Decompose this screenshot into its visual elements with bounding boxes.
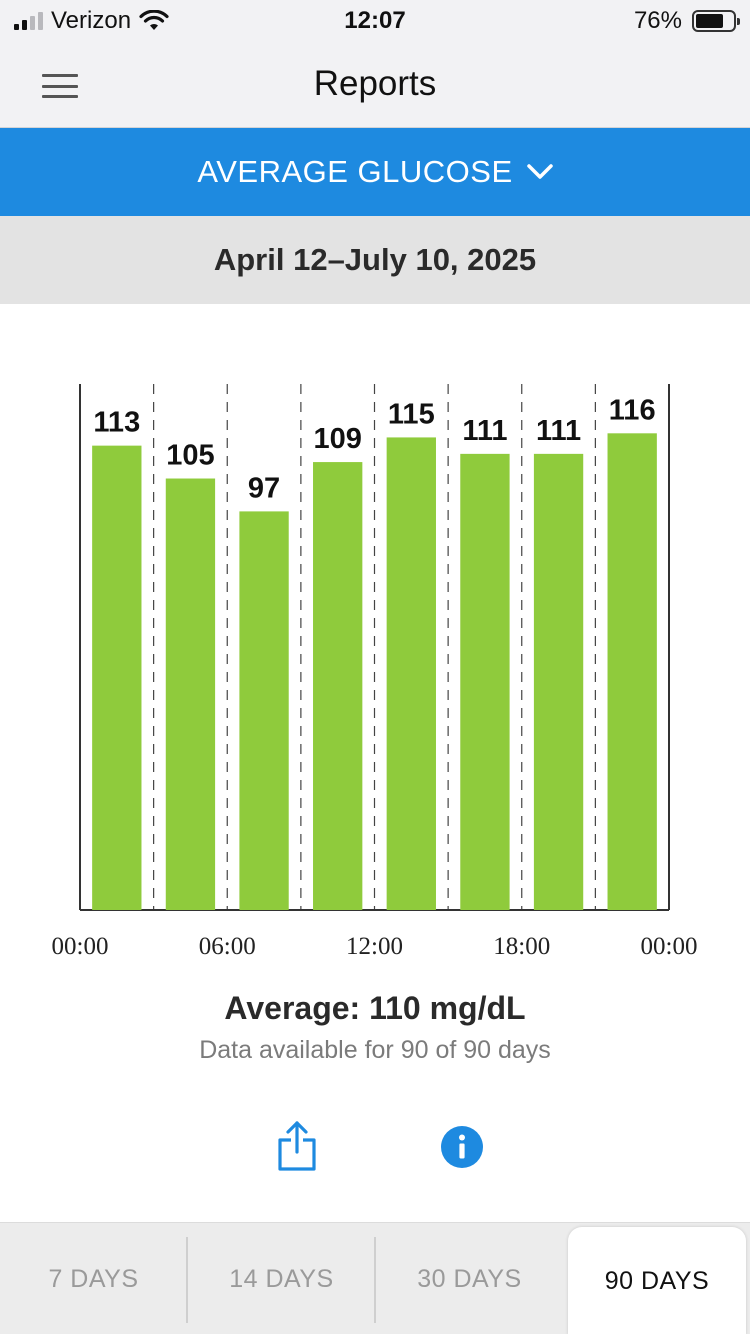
tab-7-days[interactable]: 7 DAYS (0, 1223, 187, 1334)
tab-14-days[interactable]: 14 DAYS (188, 1223, 375, 1334)
bar-value-label: 115 (388, 398, 435, 430)
tab-90-days[interactable]: 90 DAYS (568, 1227, 746, 1334)
average-glucose-chart: 113 105 97 109 115 111 111 116 00:00 06:00 12:00 18… (0, 304, 750, 974)
x-tick-label: 06:00 (199, 933, 256, 960)
bar (239, 511, 289, 910)
bar (533, 453, 584, 910)
data-availability: Data available for 90 of 90 days (199, 1036, 551, 1064)
x-tick-label: 12:00 (346, 933, 403, 960)
bar-value-label: 97 (248, 472, 280, 504)
tab-label: 14 DAYS (229, 1264, 334, 1293)
bar-value-label: 109 (313, 423, 361, 455)
date-range-header: April 12–July 10, 2025 (0, 216, 750, 304)
bar-value-label: 113 (93, 407, 140, 439)
page-title: Reports (313, 64, 437, 103)
bar (165, 478, 216, 910)
bar-value-label: 111 (536, 415, 581, 447)
bar (607, 433, 657, 910)
chevron-down-icon (526, 164, 553, 179)
share-button[interactable] (273, 1116, 321, 1176)
status-bar: Verizon 12:07 76% (0, 0, 750, 40)
carrier-group: Verizon (14, 7, 169, 34)
navigation-bar: Reports (0, 40, 750, 128)
bar-value-label: 111 (462, 415, 507, 447)
tab-label: 30 DAYS (417, 1264, 522, 1293)
tab-divider (186, 1237, 188, 1323)
signal-strength-icon (14, 12, 43, 30)
average-value: Average: 110 mg/dL (224, 990, 526, 1026)
carrier-name: Verizon (51, 7, 132, 34)
bar-value-label: 116 (609, 394, 656, 426)
x-tick-label: 00:00 (641, 933, 698, 960)
x-tick-label: 18:00 (493, 933, 550, 960)
info-button[interactable] (439, 1124, 485, 1170)
info-icon (441, 1126, 483, 1168)
tab-divider (374, 1237, 376, 1323)
report-type-label: AVERAGE GLUCOSE (197, 154, 513, 189)
x-tick-label: 00:00 (52, 933, 109, 960)
battery-level (696, 14, 723, 28)
tab-label: 90 DAYS (604, 1266, 710, 1295)
report-type-dropdown[interactable]: AVERAGE GLUCOSE (0, 128, 750, 216)
status-time: 12:07 (344, 7, 406, 34)
bar (92, 445, 142, 910)
chart-canvas: 113 105 97 109 115 111 111 116 00:00 06:00 12:00 18… (52, 384, 698, 960)
tab-30-days[interactable]: 30 DAYS (376, 1223, 563, 1334)
bar (386, 437, 436, 910)
range-tabs: 7 DAYS 14 DAYS 30 DAYS 90 DAYS (0, 1222, 750, 1334)
bar (313, 462, 363, 910)
tab-label: 7 DAYS (48, 1264, 139, 1293)
share-icon (278, 1121, 316, 1171)
hamburger-menu-icon[interactable] (34, 66, 86, 106)
battery-percent: 76% (633, 7, 682, 34)
wifi-icon (139, 10, 169, 30)
bar (460, 453, 510, 910)
bar-value-label: 105 (166, 440, 214, 472)
battery-icon (692, 10, 740, 32)
battery-group: 76% (633, 7, 740, 35)
